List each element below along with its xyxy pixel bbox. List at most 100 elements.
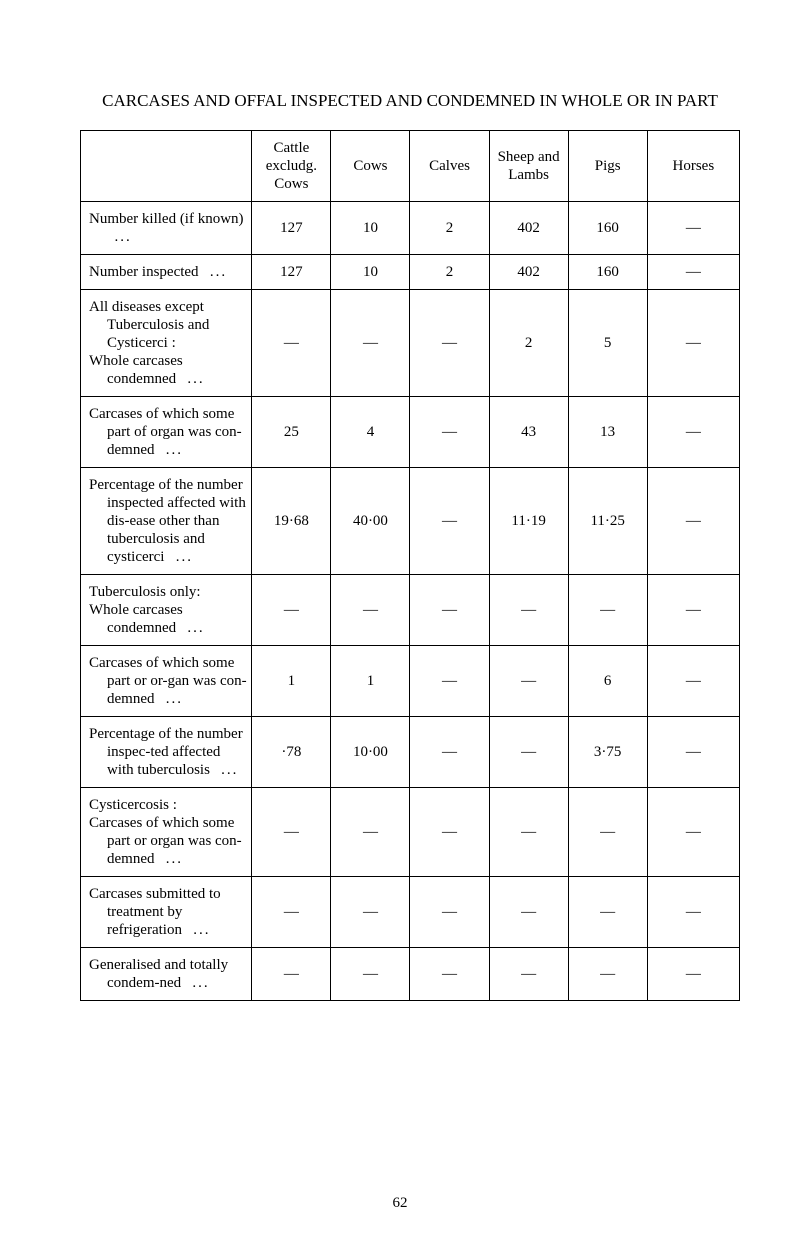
cell-value: — <box>489 717 568 788</box>
table-row: Generalised and totally condem-ned ...——… <box>81 948 740 1001</box>
cell-value: 4 <box>331 397 410 468</box>
cell-value: — <box>331 290 410 397</box>
cell-value: — <box>489 948 568 1001</box>
table-header-row: Cattle excludg. Cows Cows Calves Sheep a… <box>81 131 740 202</box>
table-row: Number inspected ...127102402160— <box>81 255 740 290</box>
col-header-pigs: Pigs <box>568 131 647 202</box>
cell-value: 10·00 <box>331 717 410 788</box>
row-label: All diseases except Tuberculosis and Cys… <box>81 290 252 397</box>
row-label: Carcases of which some part of organ was… <box>81 397 252 468</box>
cell-value: — <box>647 877 739 948</box>
col-header-calves: Calves <box>410 131 489 202</box>
cell-value: — <box>568 788 647 877</box>
table-row: Percentage of the number inspec-ted affe… <box>81 717 740 788</box>
cell-value: 11·25 <box>568 468 647 575</box>
row-label: Generalised and totally condem-ned ... <box>81 948 252 1001</box>
cell-value: 13 <box>568 397 647 468</box>
col-header-sheep: Sheep and Lambs <box>489 131 568 202</box>
table-row: Carcases submitted to treatment by refri… <box>81 877 740 948</box>
inspection-table: Cattle excludg. Cows Cows Calves Sheep a… <box>80 130 740 1001</box>
cell-value: — <box>647 468 739 575</box>
cell-value: 1 <box>252 646 331 717</box>
cell-value: — <box>410 468 489 575</box>
cell-value: 127 <box>252 255 331 290</box>
row-label: Cysticercosis :Carcases of which some pa… <box>81 788 252 877</box>
cell-value: — <box>647 255 739 290</box>
cell-value: — <box>252 877 331 948</box>
cell-value: — <box>410 290 489 397</box>
row-label: Number killed (if known) ... <box>81 202 252 255</box>
cell-value: 10 <box>331 202 410 255</box>
cell-value: — <box>410 717 489 788</box>
cell-value: — <box>647 290 739 397</box>
col-header-cows: Cows <box>331 131 410 202</box>
cell-value: 10 <box>331 255 410 290</box>
cell-value: 25 <box>252 397 331 468</box>
row-label: Number inspected ... <box>81 255 252 290</box>
row-label: Percentage of the number inspected affec… <box>81 468 252 575</box>
cell-value: — <box>410 948 489 1001</box>
cell-value: — <box>410 397 489 468</box>
cell-value: 127 <box>252 202 331 255</box>
col-header-horses: Horses <box>647 131 739 202</box>
cell-value: — <box>489 575 568 646</box>
document-page: CARCASES AND OFFAL INSPECTED AND CONDEMN… <box>0 0 800 1242</box>
cell-value: — <box>568 948 647 1001</box>
cell-value: — <box>252 290 331 397</box>
cell-value: 402 <box>489 255 568 290</box>
table-row: Carcases of which some part or or-gan wa… <box>81 646 740 717</box>
cell-value: — <box>489 877 568 948</box>
cell-value: 2 <box>410 202 489 255</box>
page-title: CARCASES AND OFFAL INSPECTED AND CONDEMN… <box>80 90 740 112</box>
row-label: Carcases of which some part or or-gan wa… <box>81 646 252 717</box>
table-row: Cysticercosis :Carcases of which some pa… <box>81 788 740 877</box>
cell-value: — <box>252 948 331 1001</box>
cell-value: 19·68 <box>252 468 331 575</box>
cell-value: ·78 <box>252 717 331 788</box>
cell-value: — <box>410 646 489 717</box>
cell-value: — <box>331 877 410 948</box>
cell-value: 160 <box>568 202 647 255</box>
table-row: Number killed (if known) ...127102402160… <box>81 202 740 255</box>
cell-value: 40·00 <box>331 468 410 575</box>
table-row: Carcases of which some part of organ was… <box>81 397 740 468</box>
cell-value: — <box>647 202 739 255</box>
cell-value: — <box>647 948 739 1001</box>
cell-value: 11·19 <box>489 468 568 575</box>
cell-value: — <box>410 788 489 877</box>
cell-value: 2 <box>410 255 489 290</box>
table-row: All diseases except Tuberculosis and Cys… <box>81 290 740 397</box>
cell-value: — <box>647 788 739 877</box>
cell-value: 3·75 <box>568 717 647 788</box>
cell-value: — <box>647 575 739 646</box>
cell-value: 402 <box>489 202 568 255</box>
cell-value: 6 <box>568 646 647 717</box>
cell-value: — <box>489 646 568 717</box>
cell-value: — <box>410 877 489 948</box>
cell-value: — <box>331 575 410 646</box>
cell-value: — <box>647 717 739 788</box>
cell-value: — <box>647 397 739 468</box>
cell-value: — <box>568 877 647 948</box>
cell-value: 2 <box>489 290 568 397</box>
row-label: Tuberculosis only:Whole carcases condemn… <box>81 575 252 646</box>
table-row: Tuberculosis only:Whole carcases condemn… <box>81 575 740 646</box>
cell-value: — <box>252 575 331 646</box>
cell-value: — <box>331 788 410 877</box>
row-label: Carcases submitted to treatment by refri… <box>81 877 252 948</box>
col-header-cattle: Cattle excludg. Cows <box>252 131 331 202</box>
cell-value: — <box>410 575 489 646</box>
table-body: Number killed (if known) ...127102402160… <box>81 202 740 1001</box>
cell-value: — <box>331 948 410 1001</box>
cell-value: — <box>568 575 647 646</box>
col-header-empty <box>81 131 252 202</box>
cell-value: 43 <box>489 397 568 468</box>
cell-value: 160 <box>568 255 647 290</box>
cell-value: — <box>489 788 568 877</box>
page-number: 62 <box>393 1195 408 1211</box>
page-footer: 62 <box>0 1195 800 1212</box>
cell-value: 5 <box>568 290 647 397</box>
cell-value: — <box>647 646 739 717</box>
table-row: Percentage of the number inspected affec… <box>81 468 740 575</box>
row-label: Percentage of the number inspec-ted affe… <box>81 717 252 788</box>
